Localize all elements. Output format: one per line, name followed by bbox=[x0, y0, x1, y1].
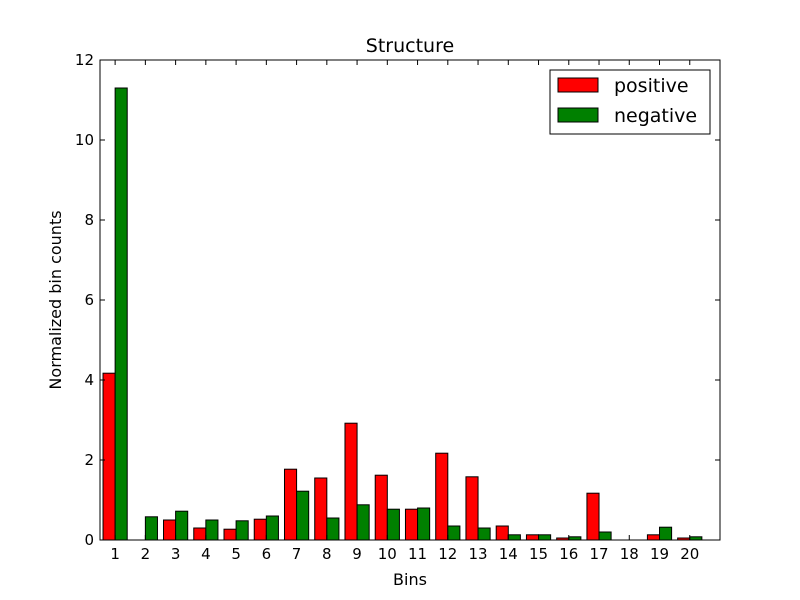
bar-negative-6 bbox=[265, 515, 279, 541]
x-tick-label-5: 5 bbox=[231, 545, 241, 563]
y-tick-label-6: 6 bbox=[84, 291, 94, 309]
bar-negative-13 bbox=[477, 527, 491, 541]
bar-negative-5 bbox=[235, 520, 249, 541]
bar-negative-7 bbox=[296, 490, 310, 541]
bar-negative-19 bbox=[659, 526, 673, 541]
x-tick-label-17: 17 bbox=[589, 545, 608, 563]
bar-negative-10 bbox=[386, 508, 400, 541]
x-tick-label-11: 11 bbox=[408, 545, 427, 563]
bar-negative-2 bbox=[144, 516, 158, 541]
bar-positive-10 bbox=[374, 474, 388, 541]
legend: positive negative bbox=[549, 69, 711, 135]
x-tick-label-12: 12 bbox=[438, 545, 457, 563]
bar-positive-5 bbox=[223, 528, 237, 541]
x-tick-label-2: 2 bbox=[141, 545, 151, 563]
bar-negative-15 bbox=[538, 534, 552, 541]
bar-positive-14 bbox=[495, 525, 509, 541]
chart-title: Structure bbox=[366, 35, 454, 57]
x-tick-label-1: 1 bbox=[110, 545, 120, 563]
x-tick-label-18: 18 bbox=[620, 545, 639, 563]
x-tick-label-14: 14 bbox=[499, 545, 518, 563]
x-tick-label-6: 6 bbox=[262, 545, 272, 563]
legend-frame bbox=[549, 69, 711, 135]
y-tick-label-2: 2 bbox=[84, 451, 94, 469]
bar-negative-8 bbox=[326, 517, 340, 541]
bar-positive-6 bbox=[253, 518, 267, 541]
x-tick-label-8: 8 bbox=[322, 545, 332, 563]
bar-positive-19 bbox=[646, 534, 661, 541]
x-tick-label-4: 4 bbox=[201, 545, 211, 563]
x-tick-label-9: 9 bbox=[352, 545, 362, 563]
bar-positive-4 bbox=[193, 527, 207, 541]
y-tick-label-4: 4 bbox=[84, 371, 94, 389]
x-tick-label-3: 3 bbox=[171, 545, 181, 563]
x-tick-label-13: 13 bbox=[469, 545, 488, 563]
x-axis-label: Bins bbox=[393, 570, 427, 589]
bar-positive-9 bbox=[344, 422, 358, 541]
x-tick-label-16: 16 bbox=[559, 545, 578, 563]
bar-positive-8 bbox=[314, 477, 328, 541]
bar-negative-14 bbox=[507, 534, 521, 541]
y-axis-label: Normalized bin counts bbox=[46, 210, 65, 389]
legend-swatch-positive bbox=[557, 77, 599, 93]
x-tick-label-15: 15 bbox=[529, 545, 548, 563]
bar-negative-1 bbox=[114, 87, 128, 541]
bars-layer bbox=[102, 87, 703, 541]
bar-positive-3 bbox=[163, 519, 177, 541]
bar-negative-4 bbox=[205, 519, 219, 541]
bar-positive-1 bbox=[102, 372, 116, 541]
legend-label-negative: negative bbox=[614, 105, 697, 127]
legend-label-positive: positive bbox=[614, 75, 689, 97]
y-tick-label-12: 12 bbox=[75, 51, 94, 69]
x-tick-label-10: 10 bbox=[378, 545, 397, 563]
y-tick-label-8: 8 bbox=[84, 211, 94, 229]
y-tick-label-10: 10 bbox=[75, 131, 94, 149]
bar-positive-17 bbox=[586, 492, 600, 541]
bar-positive-7 bbox=[283, 468, 298, 541]
bar-positive-15 bbox=[525, 534, 540, 541]
bar-negative-11 bbox=[417, 507, 431, 541]
bar-positive-13 bbox=[465, 476, 479, 541]
y-tick-label-0: 0 bbox=[84, 531, 94, 549]
bar-positive-12 bbox=[435, 452, 449, 541]
bar-negative-9 bbox=[356, 504, 370, 541]
bar-negative-12 bbox=[447, 525, 461, 541]
x-tick-label-7: 7 bbox=[292, 545, 302, 563]
legend-swatch-negative bbox=[557, 107, 599, 123]
x-tick-label-20: 20 bbox=[680, 545, 699, 563]
bar-positive-11 bbox=[404, 508, 419, 541]
bar-negative-17 bbox=[598, 531, 612, 541]
bar-negative-3 bbox=[175, 510, 189, 541]
x-tick-label-19: 19 bbox=[650, 545, 669, 563]
